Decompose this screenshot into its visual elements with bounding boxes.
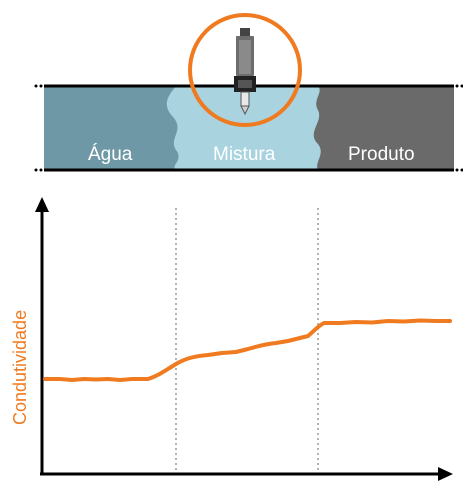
pipe-continuation-dots bbox=[34, 84, 463, 172]
zone-label-mixture: Mistura bbox=[213, 144, 276, 165]
product-zone bbox=[313, 86, 454, 170]
zone-label-product: Produto bbox=[348, 144, 415, 165]
conductivity-sensor bbox=[234, 28, 256, 116]
x-axis-arrow bbox=[438, 467, 453, 481]
y-axis-label: Condutividade bbox=[10, 310, 30, 425]
sensor-highlight-circle bbox=[188, 13, 302, 127]
zone-label-water: Água bbox=[88, 144, 133, 165]
conductivity-curve bbox=[43, 318, 452, 382]
y-axis-arrow bbox=[35, 197, 49, 212]
chart: Condutividade bbox=[10, 197, 453, 481]
